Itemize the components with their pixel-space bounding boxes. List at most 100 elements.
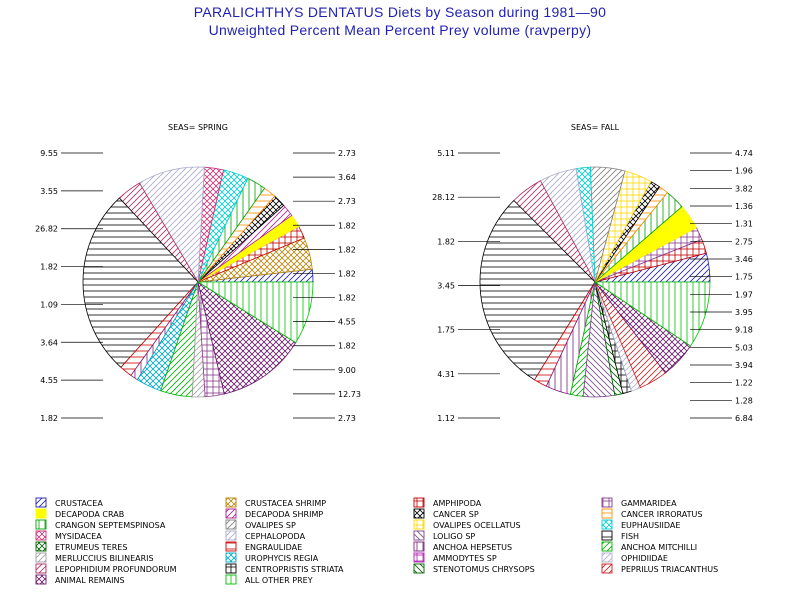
value-label: 2.73	[338, 414, 356, 423]
legend-label-euphausiidae: EUPHAUSIIDAE	[621, 521, 680, 530]
value-label: 9.00	[338, 366, 356, 375]
value-label: 6.84	[735, 414, 753, 423]
chart-title: PARALICHTHYS DENTATUS Diets by Season du…	[193, 4, 607, 20]
value-label: 3.64	[40, 338, 58, 347]
legend-label-centropristis-striata: CENTROPRISTIS STRIATA	[245, 565, 344, 574]
value-label: 1.82	[338, 221, 356, 230]
value-label: 1.96	[735, 167, 753, 176]
legend-label-lepophidium-profundorum: LEPOPHIDIUM PROFUNDORUM	[55, 565, 177, 574]
legend-label-urophycis-regia: UROPHYCIS REGIA	[245, 554, 319, 563]
legend-swatch-anchoa-mitchilli	[601, 541, 613, 552]
value-label: 3.82	[735, 184, 753, 193]
legend-swatch-peprilus-triacanthus	[601, 563, 613, 574]
value-label: 1.31	[735, 220, 753, 229]
legend-swatch-cancer-irroratus	[601, 508, 613, 519]
value-label: 9.55	[40, 149, 58, 158]
legend-swatch-loligo-sp	[413, 530, 425, 541]
legend-swatch-centropristis-striata	[225, 563, 237, 574]
legend-label-ophidiidae: OPHIDIIDAE	[621, 554, 668, 563]
pie-slice-fish	[479, 199, 596, 381]
legend-swatch-ovalipes-ocellatus	[413, 519, 425, 530]
value-label: 3.64	[338, 173, 356, 182]
legend-swatch-amphipoda	[413, 497, 425, 508]
value-label: 1.36	[735, 202, 753, 211]
legend-label-engraulidae: ENGRAULIDAE	[245, 543, 302, 552]
legend-label-decapoda-shrimp: DECAPODA SHRIMP	[245, 510, 323, 519]
value-label: 1.82	[338, 269, 356, 278]
pie-slice-fish	[82, 197, 199, 368]
legend-label-mysidacea: MYSIDACEA	[55, 532, 102, 541]
value-label: 3.45	[437, 282, 455, 291]
value-label: 3.46	[735, 255, 753, 264]
legend-label-stenotomus-chrysops: STENOTOMUS CHRYSOPS	[433, 565, 535, 574]
legend-swatch-decapoda-crab	[35, 508, 47, 519]
value-label: 1.09	[40, 300, 58, 309]
value-label: 3.94	[735, 361, 753, 370]
value-label: 1.28	[735, 396, 753, 405]
legend: CRUSTACEA CRUSTACEA SHRIMP AMPHIPODA GAMMAR…	[35, 497, 718, 585]
pie-slice-all-other-prey	[196, 281, 314, 344]
value-label: 26.82	[35, 225, 58, 234]
value-label: 1.12	[437, 414, 455, 423]
legend-swatch-anchoa-hepsetus	[413, 541, 425, 552]
legend-label-fish: FISH	[621, 532, 639, 541]
legend-label-anchoa-mitchilli: ANCHOA MITCHILLI	[621, 543, 697, 552]
legend-label-cancer-irroratus: CANCER IRRORATUS	[621, 510, 702, 519]
value-label: 4.74	[735, 149, 753, 158]
legend-swatch-all-other-prey	[225, 574, 237, 585]
legend-label-amphipoda: AMPHIPODA	[433, 499, 482, 508]
legend-swatch-urophycis-regia	[225, 552, 237, 563]
legend-label-ovalipes-ocellatus: OVALIPES OCELLATUS	[433, 521, 521, 530]
legend-label-gammaridea: GAMMARIDEA	[621, 499, 677, 508]
legend-swatch-decapoda-shrimp	[225, 508, 237, 519]
legend-swatch-gammaridea	[601, 497, 613, 508]
pie-fall: SEAS= FALL 4.74 1.96 3.82 1.36 1.31 2.75 3.46 1.…	[432, 123, 753, 423]
value-label: 1.97	[735, 290, 753, 299]
legend-swatch-crustacea-shrimp	[225, 497, 237, 508]
legend-swatch-mysidacea	[35, 530, 47, 541]
value-label: 28.12	[432, 193, 455, 202]
legend-swatch-fish	[601, 530, 613, 541]
legend-label-cancer-sp: CANCER SP	[433, 510, 479, 519]
legend-label-cephalopoda: CEPHALOPODA	[245, 532, 306, 541]
legend-swatch-etrumeus-teres	[35, 541, 47, 552]
value-label: 5.03	[735, 343, 753, 352]
value-label: 4.55	[40, 376, 58, 385]
value-label: 3.95	[735, 308, 753, 317]
legend-swatch-ophidiidae	[601, 552, 613, 563]
legend-label-merluccius-bilinearis: MERLUCCIUS BILINEARIS	[55, 554, 154, 563]
value-label: 1.82	[338, 342, 356, 351]
legend-swatch-animal-remains	[35, 574, 47, 585]
legend-label-anchoa-hepsetus: ANCHOA HEPSETUS	[433, 543, 512, 552]
legend-label-crustacea-shrimp: CRUSTACEA SHRIMP	[245, 499, 326, 508]
value-label: 1.22	[735, 379, 753, 388]
chart-subtitle: Unweighted Percent Mean Percent Prey vol…	[208, 22, 592, 38]
legend-swatch-ovalipes-sp	[225, 519, 237, 530]
value-label: 4.55	[338, 318, 356, 327]
value-label: 12.73	[338, 390, 361, 399]
legend-label-loligo-sp: LOLIGO SP	[433, 532, 475, 541]
value-label: 4.31	[437, 370, 455, 379]
legend-swatch-crangon-septemspinosa	[35, 519, 47, 530]
value-label: 5.11	[437, 149, 455, 158]
legend-label-animal-remains: ANIMAL REMAINS	[55, 576, 125, 585]
value-label: 9.18	[735, 326, 753, 335]
legend-swatch-lepophidium-profundorum	[35, 563, 47, 574]
legend-label-decapoda-crab: DECAPODA CRAB	[55, 510, 124, 519]
legend-label-etrumeus-teres: ETRUMEUS TERES	[55, 543, 127, 552]
value-label: 1.82	[437, 237, 455, 246]
legend-label-ovalipes-sp: OVALIPES SP	[245, 521, 296, 530]
legend-swatch-engraulidae	[225, 541, 237, 552]
pie-title: SEAS= SPRING	[168, 123, 228, 132]
legend-swatch-euphausiidae	[601, 519, 613, 530]
value-label: 3.55	[40, 187, 58, 196]
value-label: 1.82	[40, 263, 58, 272]
legend-swatch-ammodytes-sp	[413, 552, 425, 563]
legend-swatch-cancer-sp	[413, 508, 425, 519]
value-label: 1.82	[338, 294, 356, 303]
value-label: 1.82	[338, 245, 356, 254]
value-label: 1.75	[437, 326, 455, 335]
legend-label-crangon-septemspinosa: CRANGON SEPTEMSPINOSA	[55, 521, 166, 530]
pie-spring: SEAS= SPRING 2.73 3.64 2.73 1.82 1.82 1.82 1.82…	[35, 123, 361, 423]
